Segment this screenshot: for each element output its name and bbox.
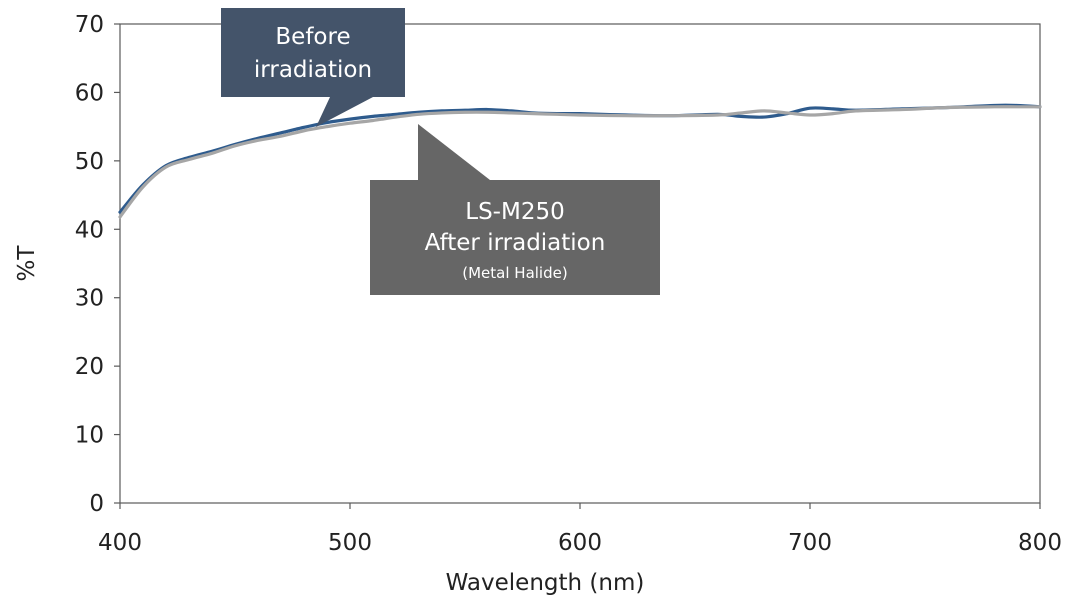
series-line-before-irradiation xyxy=(118,103,1042,214)
callout-after-irradiation: LS-M250 After irradiation (Metal Halide) xyxy=(370,124,660,295)
y-tick-label: 50 xyxy=(75,149,104,175)
callout-after-line-3: (Metal Halide) xyxy=(462,264,567,282)
callout-after-box xyxy=(370,124,660,295)
callout-after-line-1: LS-M250 xyxy=(465,199,564,225)
x-axis-title: Wavelength (nm) xyxy=(446,570,645,596)
x-tick-label: 400 xyxy=(98,530,142,556)
y-tick-label: 70 xyxy=(75,12,104,38)
series-line-after-irradiation xyxy=(118,105,1042,219)
y-tick-label: 20 xyxy=(75,354,104,380)
callout-before-irradiation: Before irradiation xyxy=(221,8,405,127)
x-tick-label: 700 xyxy=(788,530,832,556)
x-tick-label: 500 xyxy=(328,530,372,556)
y-tick-label: 60 xyxy=(75,80,104,106)
callout-before-line-2: irradiation xyxy=(254,57,372,83)
callout-after-line-2: After irradiation xyxy=(425,230,606,256)
series-layer xyxy=(118,103,1042,219)
axes: 0 10 20 30 40 50 60 70 400 500 600 700 800 Wavelength… xyxy=(14,12,1062,596)
callout-before-line-1: Before xyxy=(275,24,350,50)
x-tick-label: 800 xyxy=(1018,530,1062,556)
x-tick-label: 600 xyxy=(558,530,602,556)
callout-before-box xyxy=(221,8,405,127)
y-axis-title: %T xyxy=(14,245,40,282)
y-tick-label: 10 xyxy=(75,423,104,449)
y-tick-label: 0 xyxy=(89,491,104,517)
y-tick-label: 40 xyxy=(75,217,104,243)
y-tick-label: 30 xyxy=(75,286,104,312)
